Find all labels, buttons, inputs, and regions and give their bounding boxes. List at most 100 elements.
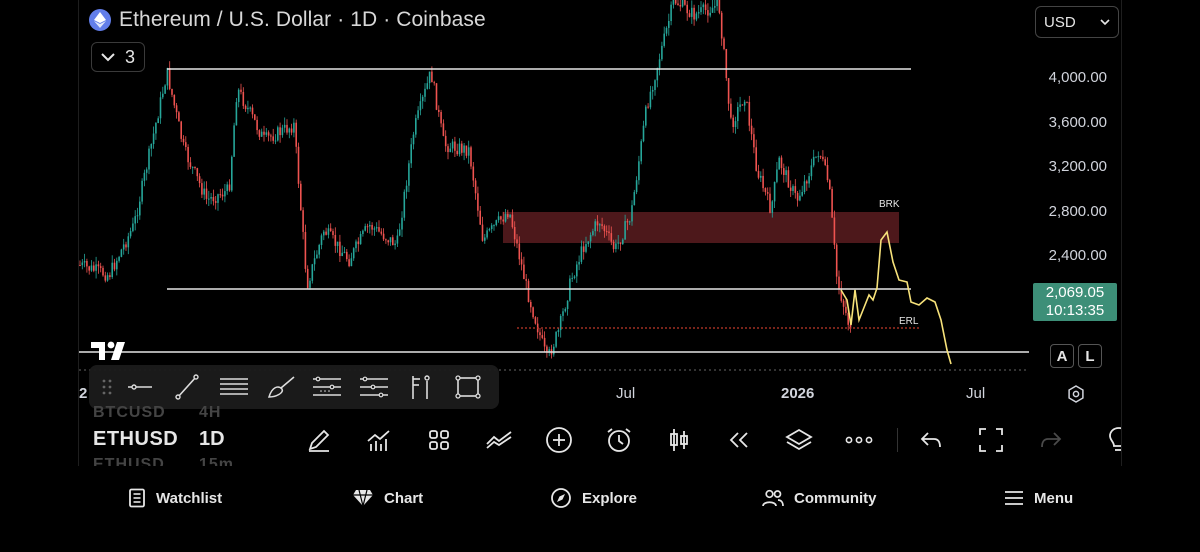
candle-body xyxy=(240,89,242,92)
candle-body xyxy=(619,242,622,244)
candle-body xyxy=(433,82,435,84)
candle-body xyxy=(152,133,155,144)
candle-body xyxy=(484,237,486,241)
pitchfork-tool-icon[interactable] xyxy=(351,367,398,407)
candle-body xyxy=(355,241,357,249)
layout-grid-icon[interactable] xyxy=(423,424,455,456)
community-people-icon xyxy=(762,489,784,507)
candle-body xyxy=(762,175,764,189)
candle-body xyxy=(332,231,334,235)
drawing-pen-icon[interactable] xyxy=(303,424,335,456)
time-label-cut: 2 xyxy=(79,385,88,402)
log-scale-button[interactable]: L xyxy=(1078,344,1102,368)
interval-picker-next[interactable]: 15m xyxy=(199,456,235,466)
nav-chart[interactable]: Chart xyxy=(352,488,423,508)
candle-body xyxy=(511,214,514,228)
candle-body xyxy=(228,184,231,191)
nav-community[interactable]: Community xyxy=(762,488,877,508)
candle-body xyxy=(421,96,424,102)
symbol-picker-next[interactable]: ETHUSD xyxy=(93,456,165,466)
chart-settings-gear-icon[interactable] xyxy=(1067,385,1085,408)
nav-menu[interactable]: Menu xyxy=(1004,488,1073,508)
candle-body xyxy=(831,189,833,218)
nav-explore-label: Explore xyxy=(582,489,638,507)
candle-body xyxy=(776,169,778,182)
symbol-title[interactable]: Ethereum / U.S. Dollar · 1D · Coinbase xyxy=(89,8,486,32)
candle-body xyxy=(665,27,668,34)
tradingview-logo-icon xyxy=(91,340,131,367)
candle-body xyxy=(198,176,201,184)
candle-body xyxy=(90,265,93,271)
candle-body xyxy=(401,217,403,230)
candle-body xyxy=(497,216,500,221)
candle-body xyxy=(504,214,507,222)
candle-body xyxy=(481,224,484,241)
chart-area[interactable]: BRK ERL Ethereum / U.S. Dollar · 1D · Coi… xyxy=(78,0,1122,466)
long-position-tool-icon[interactable] xyxy=(398,367,445,407)
candle-body xyxy=(507,214,509,218)
indicators-chart-icon[interactable] xyxy=(363,424,395,456)
candle-body xyxy=(817,156,820,158)
candle-body xyxy=(697,12,700,14)
candle-body xyxy=(672,0,675,5)
trend-line-tool-icon[interactable] xyxy=(164,367,211,407)
candle-body xyxy=(435,83,438,110)
horizontal-line-tool-icon[interactable] xyxy=(117,367,164,407)
parallel-channel-tool-icon[interactable] xyxy=(210,367,257,407)
candle-body xyxy=(534,317,537,324)
brush-tool-icon[interactable] xyxy=(257,367,304,407)
fullscreen-icon[interactable] xyxy=(975,424,1007,456)
candlestick-chart[interactable]: BRK ERL xyxy=(79,0,1122,466)
candle-body xyxy=(645,106,647,126)
rectangle-tool-icon[interactable] xyxy=(444,367,491,407)
candle-body xyxy=(431,71,433,83)
alarm-clock-icon[interactable] xyxy=(603,424,635,456)
redo-icon[interactable] xyxy=(1035,424,1067,456)
candle-body xyxy=(792,186,794,191)
candle-body xyxy=(394,243,396,246)
candle-body xyxy=(382,233,385,240)
candle-body xyxy=(113,262,116,270)
candle-body xyxy=(622,239,624,244)
candle-type-icon[interactable] xyxy=(663,424,695,456)
currency-select[interactable]: USD xyxy=(1035,6,1119,38)
replay-rewind-icon[interactable] xyxy=(723,424,755,456)
symbol-picker-previous[interactable]: BTCUSD xyxy=(93,404,166,421)
auto-scale-button[interactable]: A xyxy=(1050,344,1074,368)
fib-retracement-tool-icon[interactable] xyxy=(304,367,351,407)
candle-body xyxy=(440,112,442,124)
candle-body xyxy=(661,45,663,60)
price-tick: 2,400.00 xyxy=(1048,247,1107,264)
interval-picker[interactable]: 1D xyxy=(199,428,225,450)
diamond-chart-icon xyxy=(353,489,373,507)
candle-body xyxy=(628,221,631,223)
time-label-2026: 2026 xyxy=(781,385,815,402)
candle-body xyxy=(585,244,587,252)
drag-handle-icon[interactable] xyxy=(97,372,117,402)
undo-icon[interactable] xyxy=(915,424,947,456)
candle-body xyxy=(633,192,636,206)
symbol-picker[interactable]: ETHUSD xyxy=(93,428,179,450)
candle-body xyxy=(656,68,659,81)
nav-watchlist[interactable]: Watchlist xyxy=(128,488,222,508)
chevron-down-icon xyxy=(101,53,115,62)
candle-body xyxy=(428,71,431,84)
candle-body xyxy=(741,104,744,106)
more-options-icon[interactable] xyxy=(843,424,875,456)
layers-icon[interactable] xyxy=(783,424,815,456)
compare-symbols-icon[interactable] xyxy=(483,424,515,456)
indicators-toggle-button[interactable]: 3 xyxy=(91,42,145,72)
candle-body xyxy=(329,228,332,232)
candle-body xyxy=(438,109,440,112)
candle-body xyxy=(679,5,682,7)
idea-lightbulb-icon[interactable] xyxy=(1103,424,1121,456)
candle-body xyxy=(668,21,670,28)
interval-picker-previous[interactable]: 4H xyxy=(199,404,222,421)
add-circle-icon[interactable] xyxy=(543,424,575,456)
candle-body xyxy=(185,142,187,147)
candle-body xyxy=(150,144,153,149)
candle-body xyxy=(371,225,373,230)
bottom-navigation: Watchlist Chart Explore Community Menu xyxy=(0,466,1200,552)
nav-explore[interactable]: Explore xyxy=(550,488,637,508)
candle-body xyxy=(419,101,422,111)
